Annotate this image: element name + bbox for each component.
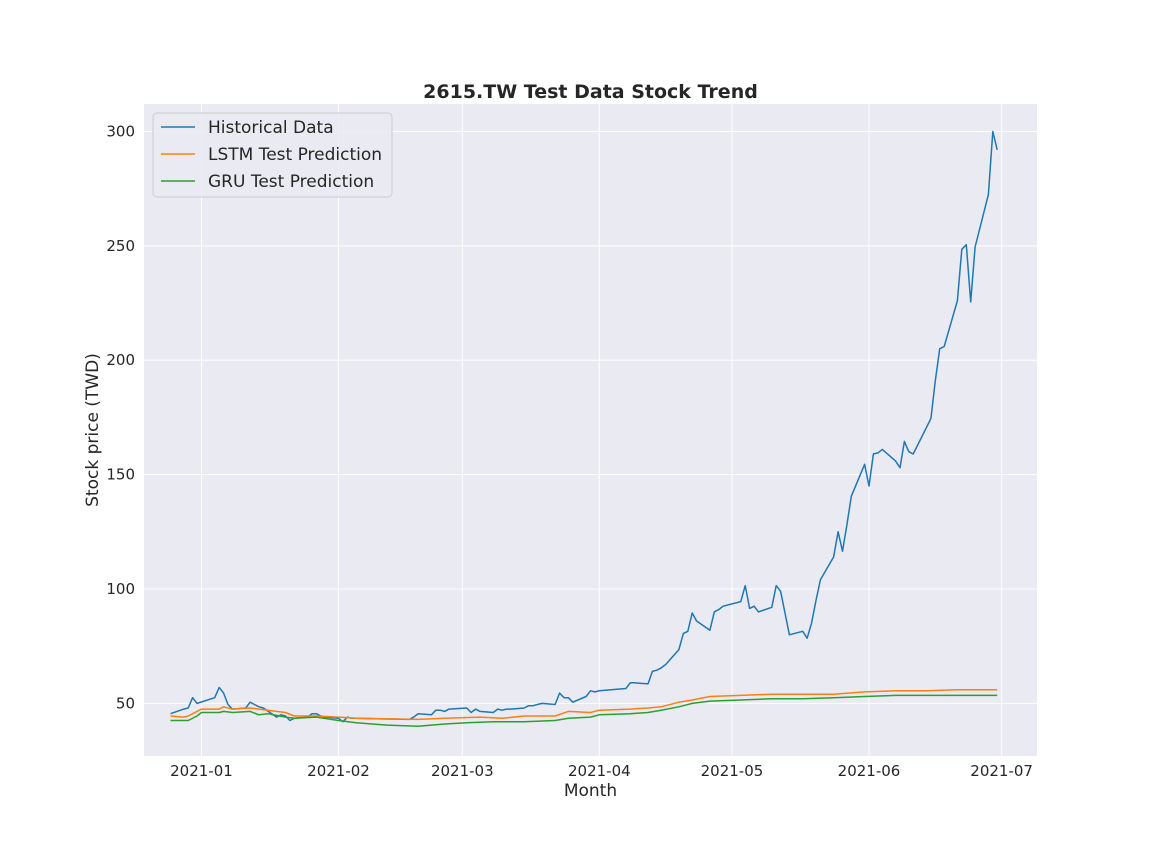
chart-title: 2615.TW Test Data Stock Trend (423, 81, 758, 103)
y-axis-ticks: 50 100 150 200 250 300 (106, 122, 135, 712)
series-lines (170, 130, 998, 728)
y-tick-label: 50 (116, 694, 135, 712)
x-tick-label: 2021-01 (170, 762, 233, 780)
x-tick-label: 2021-07 (970, 762, 1033, 780)
y-tick-label: 250 (106, 237, 135, 255)
legend-label: LSTM Test Prediction (208, 145, 382, 165)
series-line-gru-test-prediction (170, 694, 998, 728)
legend-label: Historical Data (208, 118, 334, 138)
y-tick-label: 200 (106, 351, 135, 369)
y-axis-label: Stock price (TWD) (83, 353, 103, 507)
y-tick-label: 150 (106, 466, 135, 484)
x-tick-label: 2021-02 (307, 762, 370, 780)
x-tick-label: 2021-03 (431, 762, 494, 780)
y-tick-label: 100 (106, 580, 135, 598)
x-axis-ticks: 2021-01 2021-02 2021-03 2021-04 2021-05 2021-… (170, 762, 1033, 780)
x-tick-label: 2021-06 (838, 762, 901, 780)
plot-area (144, 104, 1037, 756)
legend: Historical Data LSTM Test Prediction GRU T… (152, 112, 393, 198)
x-tick-label: 2021-05 (701, 762, 764, 780)
legend-label: GRU Test Prediction (208, 172, 374, 192)
x-axis-label: Month (564, 781, 617, 801)
legend-box (152, 112, 393, 198)
y-tick-label: 300 (106, 122, 135, 140)
grid-lines (144, 104, 1037, 756)
series-line-lstm-test-prediction (170, 688, 998, 721)
x-tick-label: 2021-04 (568, 762, 631, 780)
